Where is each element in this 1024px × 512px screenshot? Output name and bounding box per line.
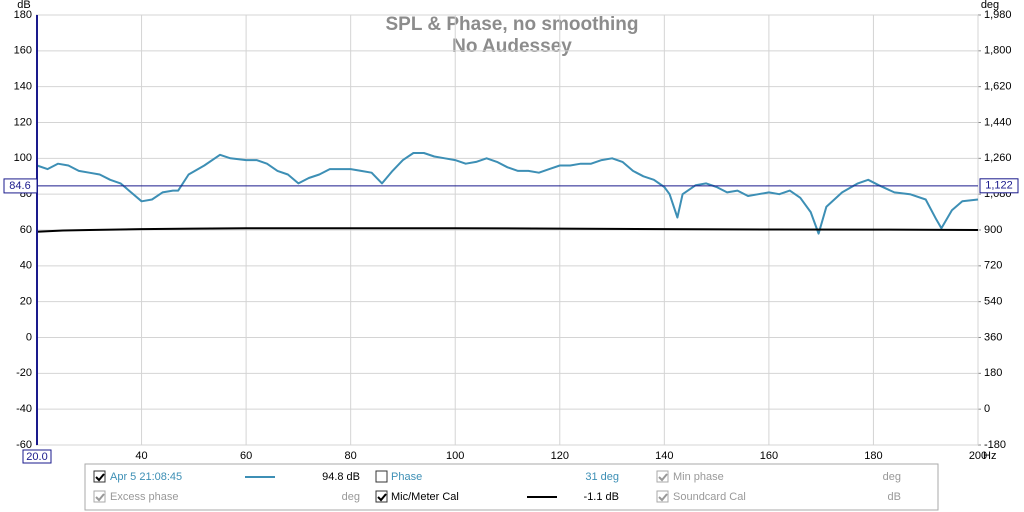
y-tick-label: -40 bbox=[16, 403, 32, 415]
cursor-box bbox=[22, 449, 52, 464]
checkbox[interactable] bbox=[375, 470, 388, 483]
trace bbox=[36, 227, 979, 233]
checkmark bbox=[658, 493, 668, 502]
checkbox[interactable] bbox=[375, 490, 388, 503]
y2-tick-label: 1,440 bbox=[984, 116, 1012, 128]
y-tick-label: 100 bbox=[14, 152, 32, 164]
cursor-box bbox=[979, 178, 1019, 194]
y2-tick-label: 360 bbox=[984, 331, 1002, 343]
y2-tick-label: 540 bbox=[984, 296, 1002, 308]
y-tick-label: 20 bbox=[20, 296, 32, 308]
x-tick-label: 120 bbox=[551, 450, 569, 462]
checkmark bbox=[95, 493, 105, 502]
checkmark bbox=[658, 473, 668, 482]
x-tick-label: 80 bbox=[345, 450, 357, 462]
y-tick-label: -60 bbox=[16, 439, 32, 451]
y2-tick-label: 0 bbox=[984, 403, 990, 415]
trace bbox=[36, 152, 979, 235]
trace-readout: 31 deg bbox=[585, 471, 619, 483]
y2-tick-label: 720 bbox=[984, 260, 1002, 272]
trace-readout: -1.1 dB bbox=[584, 491, 619, 503]
trace-readout: deg bbox=[342, 491, 360, 503]
y2-tick-label: 180 bbox=[984, 367, 1002, 379]
chart-title: SPL & Phase, no smoothing bbox=[385, 14, 638, 35]
y-tick-label: 160 bbox=[14, 45, 32, 57]
x-tick-label: 180 bbox=[864, 450, 882, 462]
x-unit: Hz bbox=[983, 450, 996, 462]
checkbox bbox=[93, 490, 106, 503]
y2-tick-label: 1,800 bbox=[984, 45, 1012, 57]
chart-subtitle: No Audessey bbox=[452, 36, 572, 57]
x-tick-label: 160 bbox=[760, 450, 778, 462]
y-tick-label: -20 bbox=[16, 367, 32, 379]
x-tick-label: 40 bbox=[135, 450, 147, 462]
checkmark bbox=[377, 493, 387, 502]
y2-unit: deg bbox=[981, 0, 999, 11]
x-tick-label: 140 bbox=[655, 450, 673, 462]
trace-readout: dB bbox=[888, 491, 901, 503]
cursor-y2-label: 1,122 bbox=[985, 180, 1013, 192]
checkbox bbox=[656, 470, 669, 483]
y-tick-label: 180 bbox=[14, 9, 32, 21]
y-tick-label: 140 bbox=[14, 81, 32, 93]
trace-name: Mic/Meter Cal bbox=[391, 491, 459, 503]
y-tick-label: 40 bbox=[20, 260, 32, 272]
y-tick-label: 60 bbox=[20, 224, 32, 236]
y2-tick-label: 1,620 bbox=[984, 81, 1012, 93]
checkmark bbox=[95, 473, 105, 482]
cursor-x-label: 20.0 bbox=[26, 451, 47, 463]
y-tick-label: 0 bbox=[26, 331, 32, 343]
trace-name: Soundcard Cal bbox=[673, 491, 746, 503]
trace-readout: deg bbox=[883, 471, 901, 483]
x-tick-label: 100 bbox=[446, 450, 464, 462]
cursor-box bbox=[3, 178, 38, 194]
cursor-y-label: 84.6 bbox=[9, 180, 30, 192]
trace-readout: 94.8 dB bbox=[322, 471, 360, 483]
x-tick-label: 200 bbox=[969, 450, 987, 462]
trace-name: Apr 5 21:08:45 bbox=[110, 471, 182, 483]
trace-name: Phase bbox=[391, 471, 422, 483]
trace-name: Excess phase bbox=[110, 491, 178, 503]
trace-name: Min phase bbox=[673, 471, 724, 483]
x-tick-label: 60 bbox=[240, 450, 252, 462]
y2-tick-label: -180 bbox=[984, 439, 1006, 451]
y2-tick-label: 900 bbox=[984, 224, 1002, 236]
legend-panel bbox=[84, 463, 939, 511]
y-tick-label: 120 bbox=[14, 116, 32, 128]
y2-tick-label: 1,980 bbox=[984, 9, 1012, 21]
y2-tick-label: 1,260 bbox=[984, 152, 1012, 164]
checkbox bbox=[656, 490, 669, 503]
y-unit: dB bbox=[17, 0, 30, 11]
checkbox[interactable] bbox=[93, 470, 106, 483]
